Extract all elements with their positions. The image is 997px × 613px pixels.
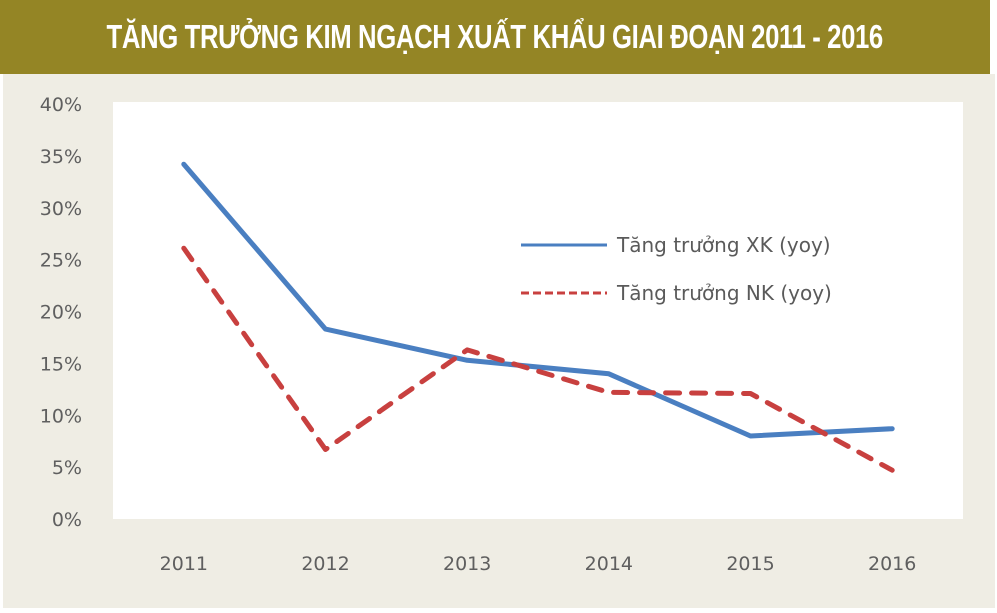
legend-label-import: Tăng trưởng NK (yoy) <box>616 281 832 305</box>
y-tick-label: 10% <box>40 405 82 427</box>
legend: Tăng trưởng XK (yoy) Tăng trưởng NK (yoy) <box>521 233 832 305</box>
x-tick-label: 2016 <box>868 553 916 575</box>
chart-title: TĂNG TRƯỞNG KIM NGẠCH XUẤT KHẨU GIAI ĐOẠ… <box>106 18 884 55</box>
export-growth-line <box>181 161 895 439</box>
y-axis-ticks: 0% 5% 10% 15% 20% 25% 30% 35% 40% <box>40 94 82 531</box>
y-tick-label: 30% <box>40 198 82 220</box>
y-tick-label: 20% <box>40 302 82 324</box>
chart-header: TĂNG TRƯỞNG KIM NGẠCH XUẤT KHẨU GIAI ĐOẠ… <box>0 0 990 74</box>
y-tick-label: 25% <box>40 250 82 272</box>
x-tick-label: 2014 <box>585 553 633 575</box>
legend-label-export: Tăng trưởng XK (yoy) <box>616 233 831 257</box>
import-growth-line <box>181 245 895 473</box>
y-tick-label: 0% <box>52 509 82 531</box>
x-tick-label: 2013 <box>443 553 491 575</box>
series-lines <box>181 161 895 473</box>
x-axis-ticks: 2011 2012 2013 2014 2015 2016 <box>160 553 917 575</box>
x-tick-label: 2011 <box>160 553 208 575</box>
y-tick-label: 40% <box>40 94 82 116</box>
x-tick-label: 2012 <box>301 553 349 575</box>
y-tick-label: 35% <box>40 146 82 168</box>
x-tick-label: 2015 <box>726 553 774 575</box>
y-tick-label: 15% <box>40 353 82 375</box>
y-tick-label: 5% <box>52 457 82 479</box>
plot-area <box>113 102 963 519</box>
